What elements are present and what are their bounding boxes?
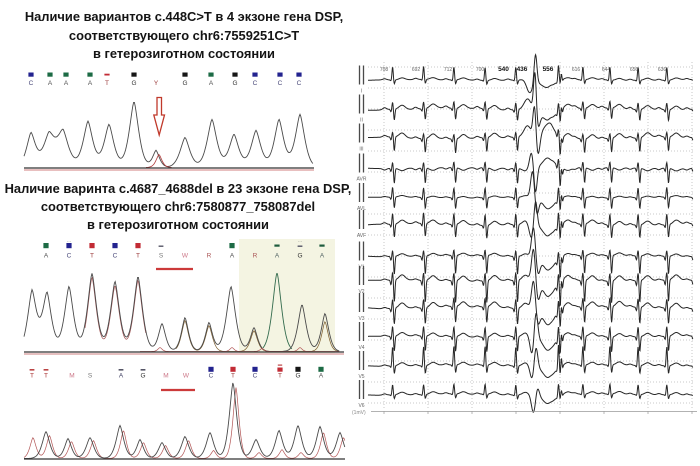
svg-text:Наличие вариантов с.448C>T в 4: Наличие вариантов с.448C>T в 4 экзоне ге…	[25, 9, 343, 24]
svg-text:692: 692	[412, 67, 421, 73]
svg-text:G: G	[295, 373, 300, 380]
svg-text:C: C	[113, 253, 118, 260]
svg-text:A: A	[275, 253, 280, 260]
svg-text:G: G	[232, 80, 237, 87]
svg-text:в гетерозиготном состоянии: в гетерозиготном состоянии	[93, 46, 275, 61]
svg-text:712: 712	[444, 67, 453, 73]
svg-text:T: T	[44, 373, 48, 380]
svg-text:III: III	[359, 147, 363, 153]
svg-text:V2: V2	[358, 289, 364, 295]
svg-text:A: A	[64, 80, 69, 87]
svg-text:G: G	[131, 80, 136, 87]
svg-text:R: R	[207, 253, 212, 260]
svg-text:636: 636	[658, 67, 667, 73]
svg-text:AVR: AVR	[357, 177, 367, 183]
svg-text:C: C	[297, 80, 302, 87]
svg-text:соответствующего chr6:7559251C: соответствующего chr6:7559251C>T	[69, 28, 299, 43]
svg-text:G: G	[140, 373, 145, 380]
svg-text:R: R	[253, 253, 258, 260]
svg-text:···: ···	[67, 239, 72, 244]
svg-text:656: 656	[630, 67, 639, 73]
svg-text:I: I	[361, 89, 362, 95]
svg-text:T: T	[30, 373, 34, 380]
svg-text:AVF: AVF	[357, 233, 366, 239]
svg-text:T: T	[231, 373, 235, 380]
svg-text:V1: V1	[358, 265, 364, 271]
svg-text:C: C	[278, 80, 283, 87]
svg-text:616: 616	[572, 67, 581, 73]
svg-text:A: A	[119, 373, 124, 380]
svg-text:700: 700	[476, 67, 485, 73]
svg-text:W: W	[183, 373, 190, 380]
svg-text:A: A	[209, 80, 214, 87]
svg-text:в гетерозиготном состоянии: в гетерозиготном состоянии	[87, 217, 269, 232]
svg-text:T: T	[278, 373, 282, 380]
svg-text:C: C	[29, 80, 34, 87]
svg-text:C: C	[253, 80, 258, 87]
svg-text:G: G	[297, 253, 302, 260]
svg-text:W: W	[182, 253, 189, 260]
svg-text:G: G	[182, 80, 187, 87]
svg-text:C: C	[67, 253, 72, 260]
svg-text:556: 556	[543, 66, 554, 73]
svg-text:···: ···	[298, 239, 303, 244]
svg-text:M: M	[69, 373, 74, 380]
svg-text:V3: V3	[358, 316, 364, 322]
svg-text:540: 540	[498, 66, 509, 73]
svg-text:V6: V6	[358, 403, 364, 409]
svg-text:A: A	[44, 253, 49, 260]
svg-text:V5: V5	[358, 374, 364, 380]
svg-text:M: M	[163, 373, 168, 380]
svg-text:A: A	[48, 80, 53, 87]
svg-text:T: T	[105, 80, 109, 87]
svg-text:C: C	[253, 373, 258, 380]
svg-text:T: T	[136, 253, 140, 260]
svg-text:708: 708	[380, 67, 389, 73]
svg-text:V4: V4	[358, 345, 364, 351]
svg-text:T: T	[90, 253, 94, 260]
svg-text:C: C	[209, 373, 214, 380]
svg-text:A: A	[230, 253, 235, 260]
svg-text:436: 436	[517, 66, 528, 73]
svg-text:S: S	[88, 373, 93, 380]
svg-text:S: S	[159, 253, 164, 260]
svg-text:(1mV): (1mV)	[352, 410, 366, 416]
svg-text:644: 644	[602, 67, 611, 73]
svg-text:Y: Y	[154, 80, 159, 87]
svg-text:A: A	[320, 253, 325, 260]
svg-text:A: A	[88, 80, 93, 87]
svg-text:II: II	[360, 118, 363, 124]
svg-text:Наличие варинта с.4687_4688del: Наличие варинта с.4687_4688del в 23 экзо…	[5, 181, 352, 196]
svg-text:A: A	[319, 373, 324, 380]
svg-text:AVL: AVL	[357, 206, 366, 212]
svg-text:соответствующего chr6:7580877_: соответствующего chr6:7580877_758087del	[41, 199, 315, 214]
